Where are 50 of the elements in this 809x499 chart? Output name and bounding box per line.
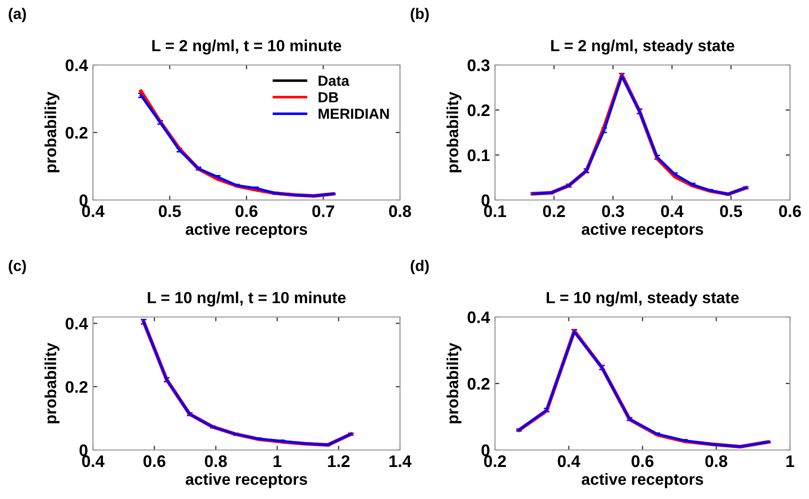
x-tick-label: 0.6 [632, 455, 654, 468]
x-tick-label: 1.4 [389, 455, 412, 467]
x-tick-label: 0.6 [779, 205, 801, 218]
legend-label: DB [318, 92, 338, 102]
x-tick-label: 1 [274, 455, 282, 467]
y-tick-label: 0 [80, 194, 88, 206]
y-tick-label: 0.1 [468, 149, 490, 162]
x-tick-label: 0.4 [661, 205, 684, 218]
y-tick-label: 0.3 [468, 59, 490, 72]
y-tick-label: 0.2 [468, 104, 490, 116]
x-tick-label: 1 [786, 455, 794, 467]
x-axis-title: active receptors [582, 223, 704, 238]
y-tick-label: 0.4 [468, 311, 490, 324]
x-tick-label: 0.4 [558, 455, 580, 468]
y-axis-title: probability [446, 92, 462, 172]
x-axis-title: active receptors [582, 473, 704, 488]
x-tick-label: 0.2 [543, 205, 565, 218]
x-tick-label: 1.2 [328, 455, 350, 467]
y-tick-label: 0.4 [66, 59, 88, 72]
x-tick-label: 0.7 [312, 205, 334, 218]
x-tick-label: 0.3 [602, 205, 624, 218]
y-tick-label: 0.2 [66, 381, 88, 393]
chart-title: L = 2 ng/ml, steady state [551, 40, 734, 54]
text: (d) [410, 260, 429, 274]
x-axis-title: active receptors [186, 223, 308, 238]
x-tick-label: 0.5 [720, 205, 742, 218]
text: (c) [8, 260, 26, 274]
text: (a) [8, 8, 26, 22]
legend-label: MERIDIAN [318, 108, 389, 119]
y-tick-label: 0 [482, 444, 490, 456]
x-tick-label: 0.8 [204, 455, 227, 468]
chart-title: L = 2 ng/ml, t = 10 minute [152, 40, 342, 54]
y-tick-label: 0.4 [66, 318, 88, 330]
x-tick-label: 0.8 [389, 205, 412, 218]
x-tick-label: 0.6 [236, 205, 258, 218]
x-tick-label: 0.8 [705, 455, 728, 468]
chart-title: L = 10 ng/ml, steady state [546, 292, 739, 306]
y-axis-title: probability [44, 342, 60, 424]
x-axis-title: active receptors [186, 473, 308, 488]
chart-title: L = 10 ng/ml, t = 10 minute [148, 292, 346, 306]
y-axis-title: probability [446, 342, 462, 424]
y-axis-title: probability [44, 92, 60, 172]
y-tick-label: 0.2 [468, 378, 490, 390]
legend-label: Data [318, 76, 350, 86]
y-tick-label: 0 [482, 194, 490, 206]
y-tick-label: 0 [80, 444, 88, 456]
x-tick-label: 0.6 [143, 455, 166, 468]
x-tick-label: 0.5 [158, 205, 181, 218]
y-tick-label: 0.2 [66, 126, 88, 139]
text: (b) [410, 8, 429, 22]
